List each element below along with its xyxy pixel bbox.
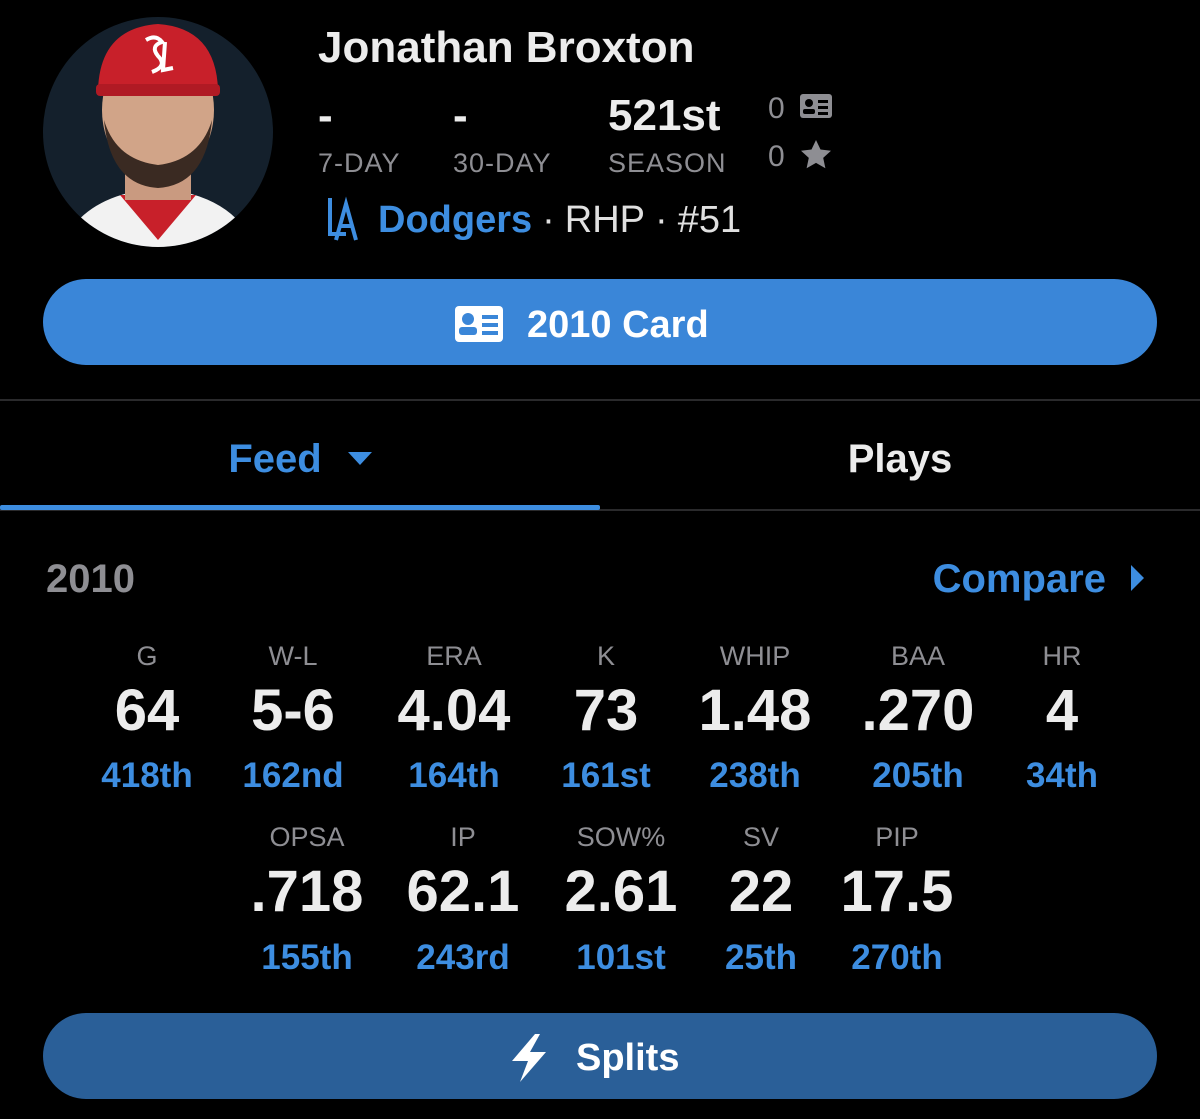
splits-button[interactable]: Splits [43, 1013, 1157, 1099]
stat-rank: 34th [1026, 756, 1098, 795]
stat-value: .270 [862, 678, 975, 743]
stat-rank: 205th [872, 756, 963, 795]
compare-arrow[interactable] [1131, 565, 1144, 591]
tab-divider [0, 509, 1200, 511]
stat-rank: 25th [725, 938, 797, 977]
stat-rank: 162nd [242, 756, 343, 795]
card-count: 0 [768, 92, 785, 125]
separator: · [542, 199, 555, 241]
stat-label: BAA [891, 641, 945, 671]
stat-label: OPSA [269, 822, 344, 852]
rank-value: 521st [608, 91, 721, 140]
stat-label: IP [450, 822, 476, 852]
stat-value: 1.48 [699, 678, 812, 743]
stat-label: ERA [426, 641, 482, 671]
team-logo [328, 196, 358, 241]
stat-rank: 101st [576, 938, 666, 977]
card-button-label[interactable]: 2010 Card [527, 304, 709, 346]
tab-feed[interactable]: Feed [228, 437, 321, 481]
separator: · [655, 199, 668, 241]
stat-label: PIP [875, 822, 919, 852]
stat-rank: 155th [261, 938, 352, 977]
card-icon [800, 94, 832, 118]
stat-label: SOW% [577, 822, 666, 852]
stat-value: 62.1 [407, 859, 520, 924]
stat-rank: 243rd [416, 938, 509, 977]
avatar [43, 17, 273, 247]
tab-underline [0, 505, 600, 510]
stat-value: 4.04 [398, 678, 511, 743]
stat-value: 64 [115, 678, 180, 743]
jersey-number: #51 [678, 199, 741, 241]
stat-label: G [136, 641, 157, 671]
stat-value: 22 [729, 859, 794, 924]
stat-label: WHIP [720, 641, 791, 671]
stat-value: 17.5 [841, 859, 954, 924]
splits-label[interactable]: Splits [576, 1037, 679, 1079]
card-button[interactable]: 2010 Card [43, 279, 1157, 365]
stat-value: 4 [1046, 678, 1078, 743]
rank-label: 30-DAY [453, 148, 552, 178]
stat-rank: 164th [408, 756, 499, 795]
stat-label: SV [743, 822, 779, 852]
tab-plays[interactable]: Plays [848, 437, 953, 481]
rank-label: SEASON [608, 148, 727, 178]
stat-value: .718 [251, 859, 364, 924]
dropdown-caret[interactable] [348, 452, 372, 465]
stat-label: HR [1043, 641, 1082, 671]
compare-link[interactable]: Compare [933, 557, 1106, 601]
stat-rank: 418th [101, 756, 192, 795]
position: RHP [565, 199, 645, 241]
stat-rank: 238th [709, 756, 800, 795]
player-name: Jonathan Broxton [318, 23, 694, 72]
rank-value: - [318, 91, 333, 140]
stat-value: 5-6 [251, 678, 335, 743]
star-icon [801, 140, 831, 169]
stat-label: W-L [268, 641, 317, 671]
team-line: Dodgers · RHP · #51 [378, 199, 741, 241]
divider [0, 399, 1200, 401]
stat-value: 73 [574, 678, 639, 743]
rank-label: 7-DAY [318, 148, 401, 178]
stat-label: K [597, 641, 615, 671]
stat-value: 2.61 [565, 859, 678, 924]
stat-rank: 161st [561, 756, 651, 795]
team[interactable]: Dodgers [378, 199, 532, 241]
star-count: 0 [768, 140, 785, 173]
stat-rank: 270th [851, 938, 942, 977]
season-label: 2010 [46, 557, 135, 601]
rank-value: - [453, 91, 468, 140]
